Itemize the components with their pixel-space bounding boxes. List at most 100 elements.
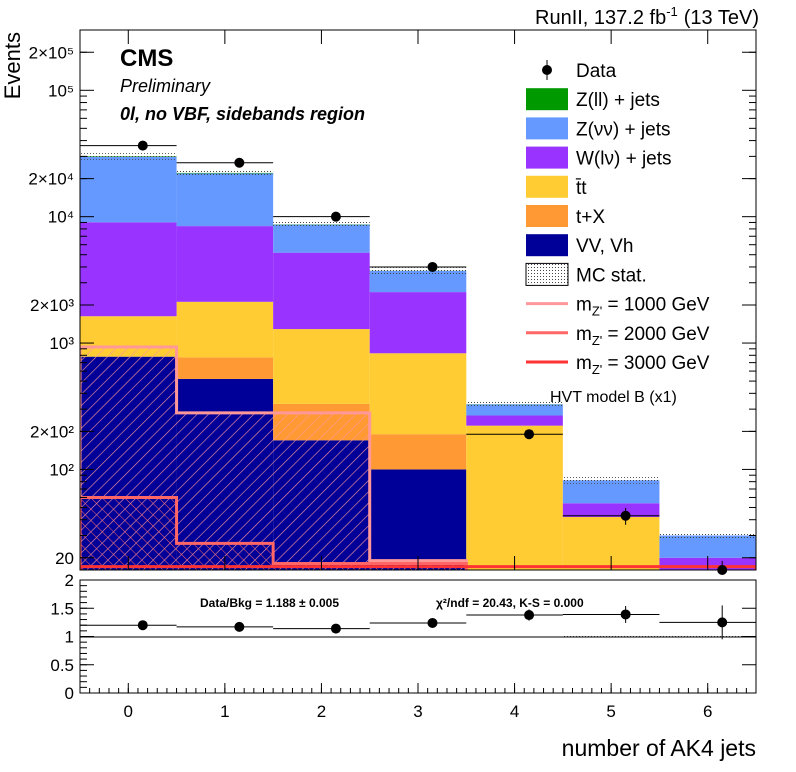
region-label: 0l, no VBF, sidebands region <box>120 104 365 124</box>
ratio-marker <box>330 623 341 634</box>
legend-swatch-tt <box>526 175 568 198</box>
bar-znn-bin6 <box>659 535 756 558</box>
y-tick-label: 10⁵ <box>48 81 74 100</box>
signal-line-1000 <box>80 345 468 570</box>
legend-item-stat: MC stat. <box>525 262 647 286</box>
bar-wln-bin5 <box>562 503 660 518</box>
legend-swatch-tx <box>526 205 568 227</box>
legend-label: VV, Vh <box>576 236 633 257</box>
data-marker <box>234 157 245 168</box>
x-tick-label: 1 <box>220 702 229 721</box>
ratio-point-bin5 <box>562 605 660 623</box>
legend-item-tx: t+X <box>526 205 605 228</box>
bar-tx-bin1 <box>176 357 274 379</box>
bar-wln-bin0 <box>80 222 177 317</box>
legend-swatch-mc-stat <box>525 262 569 286</box>
ratio-y-tick-label: 1.5 <box>50 599 74 618</box>
mc-stat-band-bin5 <box>562 477 660 484</box>
legend-item-sig2000: mZ' = 2000 GeV <box>526 324 710 348</box>
x-tick-label: 4 <box>510 702 519 721</box>
y-axis-title: Events <box>0 32 25 99</box>
data-point-bin0 <box>80 140 177 151</box>
y-tick-label: 10³ <box>49 334 74 353</box>
legend-label: MC stat. <box>576 265 647 286</box>
legend-label: t̄t <box>575 178 587 199</box>
ratio-marker <box>524 610 535 621</box>
legend-label: W(lν) + jets <box>576 149 672 170</box>
ratio-y-tick-label: 0.5 <box>50 656 74 675</box>
legend-item-sig3000: mZ' = 3000 GeV <box>526 353 710 377</box>
y-tick-label: 10² <box>49 460 74 479</box>
ratio-y-tick-label: 0 <box>65 684 74 703</box>
ratio-marker <box>717 617 728 628</box>
data-marker <box>427 261 438 272</box>
main-plot: 20 10² 2×10² 10³ 2×10³ 10⁴ 2×10⁴ 10⁵ 2×10⁵ Event… <box>0 29 757 575</box>
data-point-bin1 <box>176 157 274 168</box>
ratio-point-bin1 <box>176 621 274 632</box>
bar-znn-bin3 <box>369 270 467 293</box>
data-marker <box>137 140 148 151</box>
mc-stat-band-bin6 <box>659 532 756 539</box>
x-tick-label: 6 <box>703 702 712 721</box>
legend-item-wln: W(lν) + jets <box>526 146 672 170</box>
bar-tt-bin2 <box>273 329 370 404</box>
ratio-marker <box>234 621 245 632</box>
y-tick-label: 2×10³ <box>30 296 74 315</box>
ratio-plot: 0 0.5 1 1.5 2 0 1 2 3 4 5 6 Data/Bkg = 1.188 ± 0.0… <box>50 571 757 761</box>
x-tick-label: 0 <box>124 702 133 721</box>
bar-tt-bin1 <box>176 301 274 358</box>
ratio-point-bin2 <box>273 623 370 634</box>
ratio-marker <box>137 620 148 631</box>
ratio-x-axis: 0 1 2 3 4 5 6 <box>79 683 757 721</box>
data-point-bin3 <box>369 261 467 272</box>
legend-label: mZ' = 2000 GeV <box>576 324 710 348</box>
bar-znn-bin1 <box>176 173 274 227</box>
bar-znn-bin4 <box>466 404 563 416</box>
mc-stat-band-bin2 <box>273 221 370 228</box>
x-axis-title: number of AK4 jets <box>562 735 756 761</box>
legend-item-zll: Z(ll) + jets <box>526 88 660 111</box>
background-stack <box>80 153 756 570</box>
ratio-data-bkg-label: Data/Bkg = 1.188 ± 0.005 <box>200 596 339 610</box>
legend-label: mZ' = 1000 GeV <box>576 295 710 319</box>
data-marker <box>330 211 341 222</box>
bar-tt-bin3 <box>369 353 467 435</box>
x-tick-label: 2 <box>317 702 326 721</box>
main-y-axis: 20 10² 2×10² 10³ 2×10³ 10⁴ 2×10⁴ 10⁵ 2×10⁵ <box>28 29 756 568</box>
bar-znn-bin5 <box>562 480 660 504</box>
mc-stat-band-bin3 <box>369 267 467 275</box>
bar-wln-bin1 <box>176 226 274 302</box>
bar-wln-bin3 <box>369 292 467 354</box>
main-x-ticks <box>127 30 709 570</box>
ratio-chi2-label: χ²/ndf = 20.43, K-S = 0.000 <box>436 596 584 610</box>
bar-wln-bin2 <box>273 252 370 330</box>
legend-label: Z(ll) + jets <box>576 90 660 111</box>
data-point-bin5 <box>562 507 660 525</box>
legend-swatch-zll <box>526 88 568 111</box>
bar-wln-bin4 <box>466 415 563 426</box>
mc-stat-band-bin0 <box>80 153 177 160</box>
legend-item-tt: t̄t <box>526 175 587 199</box>
legend-label: Data <box>576 61 617 82</box>
legend-swatch-vv <box>526 234 568 257</box>
legend-label: mZ' = 3000 GeV <box>576 353 710 377</box>
bar-tt-bin4 <box>466 425 563 570</box>
hvt-label: HVT model B (x1) <box>550 389 677 406</box>
ratio-point-bin3 <box>369 617 467 628</box>
ratio-points <box>80 605 756 640</box>
ratio-marker <box>427 617 438 628</box>
lumi-label: RunII, 137.2 fb-1 (13 TeV) <box>535 4 759 29</box>
bar-tx-bin3 <box>369 434 467 470</box>
mc-stat-band-bin1 <box>176 169 274 177</box>
data-point-bin4 <box>466 429 563 440</box>
legend-item-vv: VV, Vh <box>526 234 633 257</box>
y-tick-label: 20 <box>55 549 74 568</box>
mc-stat-band-bin4 <box>466 401 563 408</box>
bar-vv-bin3 <box>369 469 467 570</box>
cms-label: CMS <box>120 45 173 72</box>
x-tick-label: 3 <box>413 702 422 721</box>
y-tick-label: 2×10⁴ <box>28 170 74 189</box>
bar-znn-bin2 <box>273 224 370 253</box>
y-tick-label: 10⁴ <box>48 208 74 227</box>
